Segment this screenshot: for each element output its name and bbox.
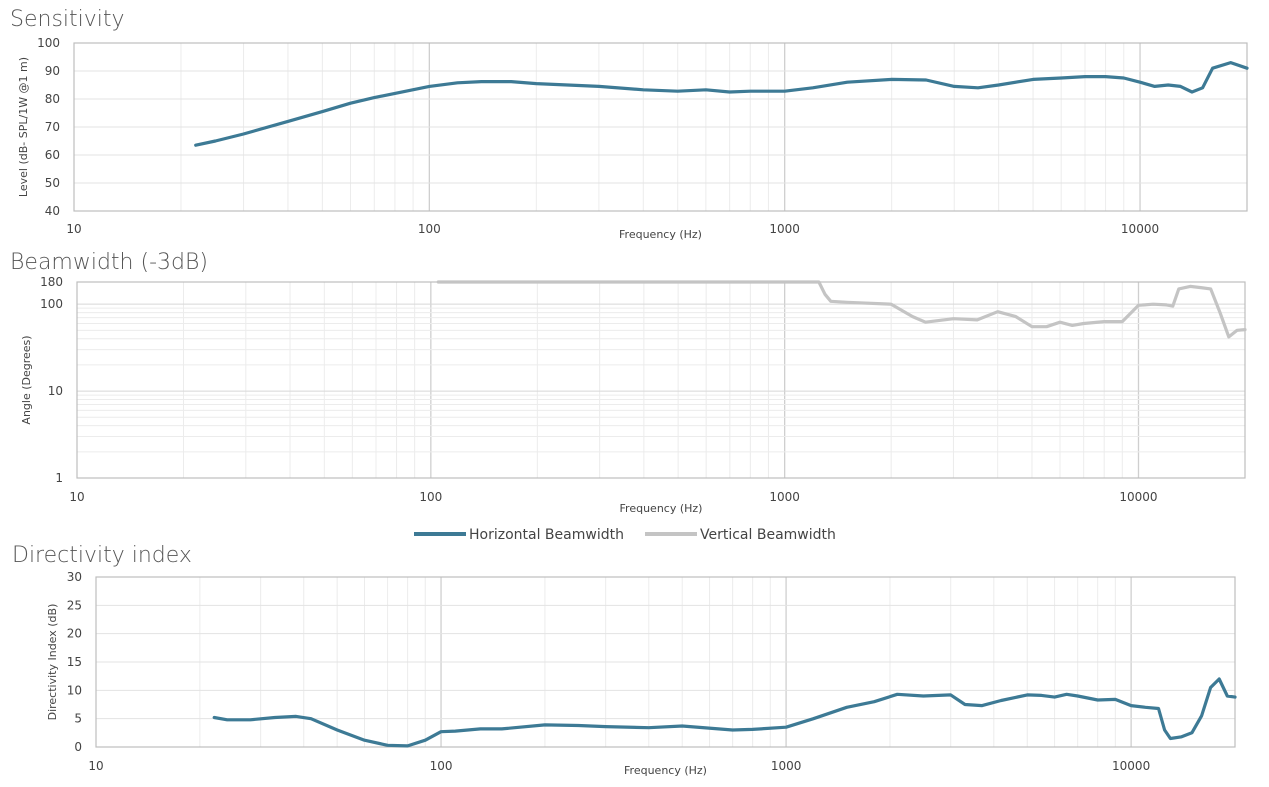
x-tick-label: 1000 xyxy=(769,222,800,236)
chart-2: Beamwidth (-3dB) 1 10 100 180 10 100 1000 10000 F… xyxy=(10,250,1247,543)
y-axis-label: Directivity Index (dB) xyxy=(46,604,59,721)
y-tick-label: 30 xyxy=(67,570,82,584)
x-tick-label: 10000 xyxy=(1119,490,1157,504)
y-tick-label: 1 xyxy=(55,471,63,485)
y-tick-label: 0 xyxy=(74,740,82,754)
x-axis-label: Frequency (Hz) xyxy=(624,764,707,777)
x-tick-label: 10 xyxy=(66,222,81,236)
chart-title: Directivity index xyxy=(12,543,192,568)
series-line xyxy=(194,61,1249,147)
series-line xyxy=(212,677,1237,748)
y-tick-label: 5 xyxy=(74,712,82,726)
x-axis-label: Frequency (Hz) xyxy=(619,228,702,241)
chart-title: Beamwidth (-3dB) xyxy=(10,250,208,275)
x-tick-label: 100 xyxy=(418,222,441,236)
plot-frame xyxy=(76,281,1246,479)
x-tick-label: 1000 xyxy=(769,490,800,504)
x-tick-label: 100 xyxy=(430,759,453,773)
x-tick-label: 10000 xyxy=(1121,222,1159,236)
x-tick-label: 100 xyxy=(419,490,442,504)
y-tick-label: 80 xyxy=(45,92,60,106)
y-tick-label: 100 xyxy=(37,36,60,50)
y-tick-label: 60 xyxy=(45,148,60,162)
x-tick-label: 10 xyxy=(69,490,84,504)
legend-label: Horizontal Beamwidth xyxy=(469,527,624,543)
series-line xyxy=(436,280,1247,339)
y-tick-label: 20 xyxy=(67,627,82,641)
y-tick-label: 100 xyxy=(40,297,63,311)
x-tick-label: 10000 xyxy=(1112,759,1150,773)
y-axis-label: Angle (Degrees) xyxy=(20,335,33,424)
y-axis-label: Level (dB- SPL/1W @1 m) xyxy=(17,57,30,197)
plot-frame xyxy=(73,42,1248,212)
y-tick-label: 40 xyxy=(45,204,60,218)
x-tick-label: 1000 xyxy=(771,759,802,773)
y-tick-label: 70 xyxy=(45,120,60,134)
y-tick-label: 10 xyxy=(48,384,63,398)
plot-frame xyxy=(95,576,1236,748)
legend: Horizontal Beamwidth Vertical Beamwidth xyxy=(414,527,836,543)
y-tick-label: 90 xyxy=(45,64,60,78)
x-axis-label: Frequency (Hz) xyxy=(620,502,703,515)
legend-label: Vertical Beamwidth xyxy=(700,527,836,543)
y-tick-label: 10 xyxy=(67,683,82,697)
y-tick-label: 15 xyxy=(67,655,82,669)
x-tick-label: 10 xyxy=(88,759,103,773)
chart-title: Sensitivity xyxy=(10,7,125,32)
chart-1: Sensitivity 40 50 60 70 80 90 100 10 100 1000 10000… xyxy=(10,7,1249,241)
y-tick-label: 180 xyxy=(40,275,63,289)
y-tick-label: 25 xyxy=(67,598,82,612)
y-tick-label: 50 xyxy=(45,176,60,190)
chart-3: Directivity index 0 5 10 15 20 25 30 10 100 1000 10… xyxy=(12,543,1237,777)
